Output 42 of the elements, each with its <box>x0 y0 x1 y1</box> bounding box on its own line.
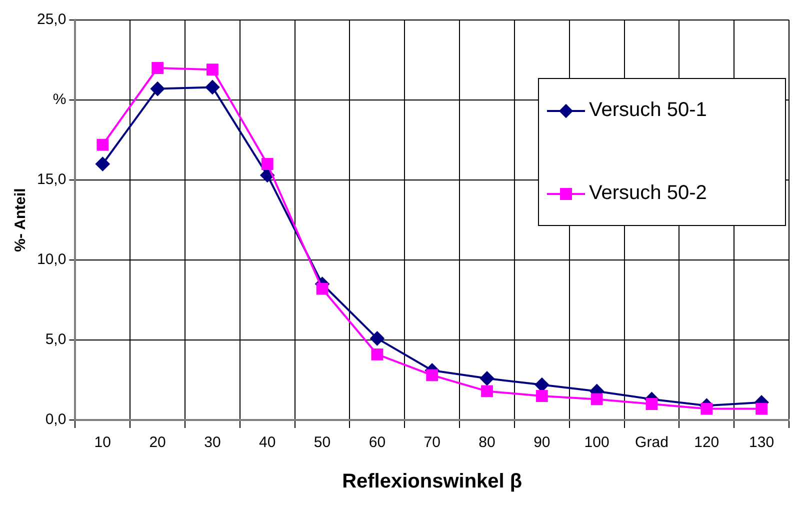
x-axis-title: Reflexionswinkel β <box>342 470 522 493</box>
point <box>152 62 164 74</box>
point <box>426 369 438 382</box>
point <box>371 348 384 360</box>
x-tick-label: 10 <box>94 434 111 452</box>
point <box>590 393 603 406</box>
point <box>536 390 548 402</box>
legend-label: Versuch 50-2 <box>589 182 707 205</box>
x-tick-label: 130 <box>749 434 774 452</box>
x-tick-label: 30 <box>204 434 221 452</box>
point <box>205 80 220 94</box>
x-tick-label: 20 <box>149 434 166 452</box>
x-tick-label: 80 <box>478 434 496 452</box>
point <box>700 402 713 415</box>
y-tick-label: 15,0 <box>36 171 66 188</box>
point <box>370 331 384 346</box>
x-tick-label: Grad <box>635 434 668 452</box>
y-tick-label: 5,0 <box>45 331 66 348</box>
x-tick-label: 50 <box>314 434 331 452</box>
y-tick-label: 10,0 <box>36 251 66 268</box>
point <box>96 138 109 151</box>
y-tick-label: % <box>52 91 66 108</box>
x-tick-label: 100 <box>584 434 610 452</box>
point <box>534 378 549 392</box>
point <box>646 398 658 410</box>
point <box>150 82 165 96</box>
point <box>481 385 493 398</box>
legend-label: Versuch 50-1 <box>589 99 707 122</box>
point <box>480 371 494 386</box>
y-axis-title: %- Anteil <box>12 188 30 252</box>
y-tick-label: 0,0 <box>45 411 66 428</box>
x-tick-label: 70 <box>424 434 440 452</box>
x-tick-label: 90 <box>534 434 550 452</box>
x-tick-label: 40 <box>259 434 276 452</box>
point <box>96 157 110 171</box>
y-tick-label: 25,0 <box>36 11 66 28</box>
point <box>261 158 274 170</box>
x-tick-label: 60 <box>368 434 386 452</box>
point <box>206 64 218 76</box>
x-tick-label: 120 <box>694 434 720 452</box>
point <box>316 282 328 295</box>
point <box>756 402 768 415</box>
